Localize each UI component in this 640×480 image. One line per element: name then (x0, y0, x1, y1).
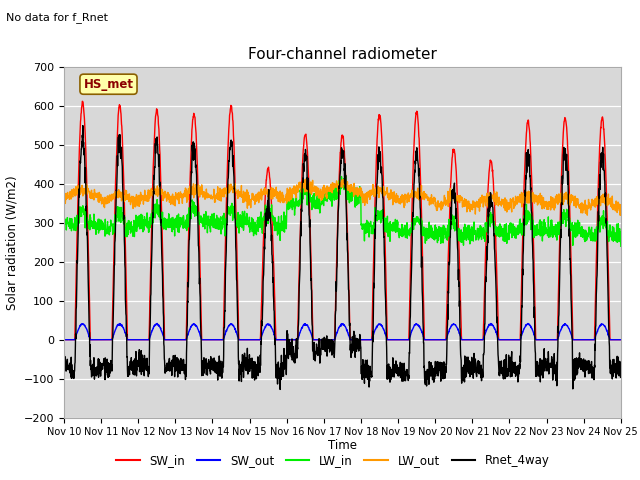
LW_out (504, 203, 512, 208)
SW_in (216, 337, 223, 343)
SW_in (617, 337, 625, 343)
SW_out (584, 337, 591, 343)
SW_in (359, 337, 367, 343)
Rnet_4way (60, 355, 68, 361)
Rnet_4way (359, 357, 367, 362)
LW_out (359, 190, 367, 196)
LW_out (216, 197, 223, 203)
Title: Four-channel radiometer: Four-channel radiometer (248, 47, 437, 62)
SW_in (60, 337, 68, 343)
LW_out (617, 212, 625, 218)
Text: HS_met: HS_met (83, 78, 134, 91)
Rnet_4way (584, 362, 591, 368)
SW_in (79, 98, 86, 104)
LW_in (371, 215, 379, 220)
X-axis label: Time: Time (328, 439, 357, 452)
SW_out (504, 337, 512, 343)
LW_in (60, 216, 68, 222)
SW_out (371, 328, 379, 334)
Line: SW_in: SW_in (64, 101, 621, 340)
LW_in (341, 173, 349, 179)
SW_in (568, 290, 575, 296)
LW_out (568, 198, 575, 204)
Rnet_4way (617, 367, 625, 372)
LW_in (584, 236, 591, 242)
LW_out (302, 176, 310, 182)
Line: SW_out: SW_out (64, 324, 621, 340)
Rnet_4way (79, 123, 86, 129)
SW_out (216, 337, 223, 343)
Text: No data for f_Rnet: No data for f_Rnet (6, 12, 108, 23)
LW_out (60, 196, 68, 202)
SW_out (617, 337, 625, 343)
LW_in (504, 237, 512, 242)
Rnet_4way (505, 352, 513, 358)
SW_out (359, 337, 367, 343)
SW_in (504, 337, 512, 343)
SW_in (371, 209, 379, 215)
Legend: SW_in, SW_out, LW_in, LW_out, Rnet_4way: SW_in, SW_out, LW_in, LW_out, Rnet_4way (111, 449, 554, 472)
Line: LW_in: LW_in (64, 176, 621, 246)
SW_out (60, 337, 68, 343)
LW_in (216, 217, 223, 223)
SW_in (584, 337, 591, 343)
Line: Rnet_4way: Rnet_4way (64, 126, 621, 389)
SW_out (568, 334, 575, 339)
LW_in (359, 226, 367, 232)
LW_out (584, 212, 591, 218)
Rnet_4way (371, 226, 379, 232)
LW_in (617, 243, 625, 249)
Line: LW_out: LW_out (64, 179, 621, 215)
Rnet_4way (276, 386, 284, 392)
LW_in (568, 227, 575, 233)
SW_out (154, 321, 161, 326)
Rnet_4way (568, 333, 576, 338)
LW_out (371, 193, 379, 199)
Rnet_4way (216, 362, 223, 368)
Y-axis label: Solar radiation (W/m2): Solar radiation (W/m2) (5, 175, 18, 310)
LW_out (584, 206, 591, 212)
